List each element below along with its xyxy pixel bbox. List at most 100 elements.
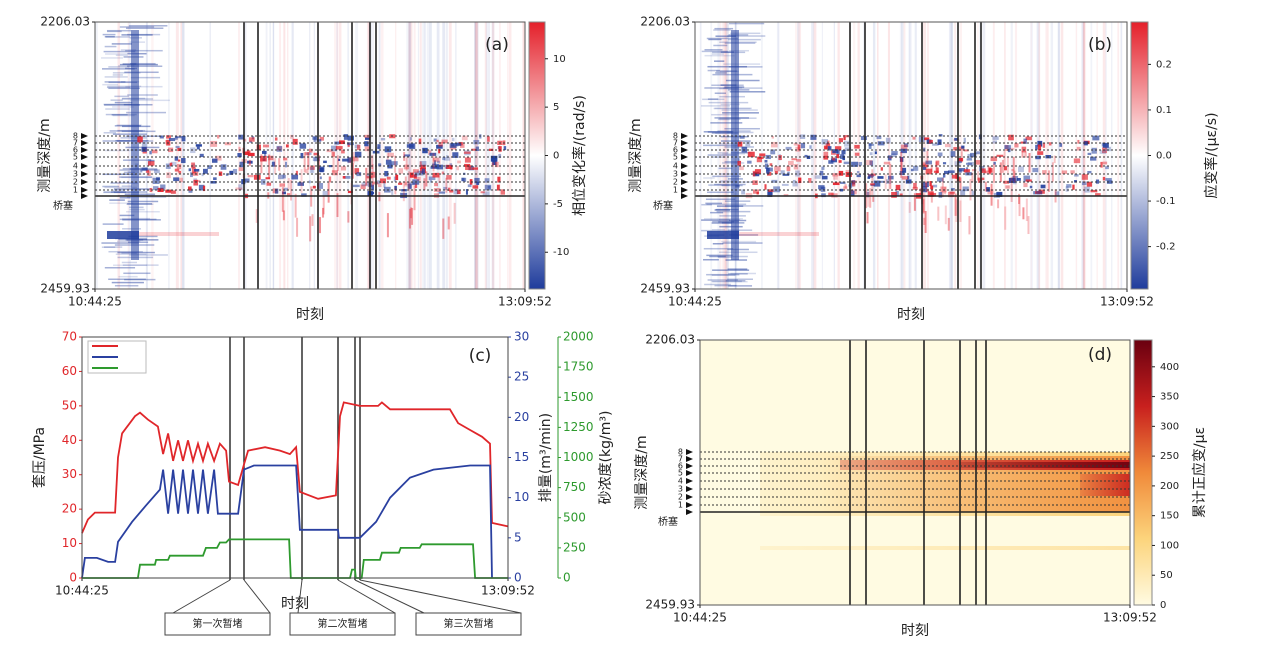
y-tick-label: 40 xyxy=(62,433,77,447)
speckle xyxy=(974,151,981,155)
speckle xyxy=(959,200,962,222)
speckle xyxy=(992,163,995,183)
speckle xyxy=(951,174,957,179)
y-tick-label: 50 xyxy=(62,398,77,412)
speckle xyxy=(992,136,999,140)
speckle xyxy=(899,193,903,197)
speckle xyxy=(843,137,846,141)
speckle xyxy=(463,151,471,154)
speckle xyxy=(1018,196,1021,217)
speckle xyxy=(895,190,899,196)
speckle xyxy=(341,149,345,154)
speckle xyxy=(840,181,846,184)
plot-frame xyxy=(94,21,526,290)
speckle xyxy=(919,188,922,196)
depth-arrow xyxy=(686,486,693,492)
speckle xyxy=(297,182,304,186)
speckle xyxy=(429,152,437,156)
speckle xyxy=(464,177,467,182)
streak xyxy=(708,38,722,41)
speckle xyxy=(935,160,940,166)
blob xyxy=(731,30,739,260)
depth-mark-label: 3 xyxy=(73,170,78,179)
speckle xyxy=(770,141,778,148)
streak xyxy=(1075,22,1078,289)
streak xyxy=(111,43,133,45)
speckle xyxy=(913,193,916,211)
speckle xyxy=(141,146,147,152)
speckle xyxy=(961,145,965,149)
speckle xyxy=(451,137,455,142)
speckle xyxy=(404,176,407,185)
speckle xyxy=(305,168,309,174)
streak xyxy=(714,60,725,62)
depth-arrow xyxy=(81,187,88,193)
depth-mark-label: 6 xyxy=(678,462,683,471)
speckle xyxy=(764,159,768,163)
streak xyxy=(103,103,132,106)
speckle xyxy=(371,155,374,169)
speckle xyxy=(393,176,397,182)
streak xyxy=(718,118,741,120)
band xyxy=(760,546,1130,550)
streak xyxy=(279,22,281,289)
speckle xyxy=(385,159,392,165)
streak xyxy=(366,22,370,289)
speckle xyxy=(343,134,349,140)
speckle xyxy=(145,169,150,173)
y-tick-label: 1000 xyxy=(563,450,594,464)
streak xyxy=(727,131,754,134)
speckle xyxy=(371,164,374,187)
y-tick-label: 2459.93 xyxy=(645,598,695,612)
streak xyxy=(127,200,159,203)
speckle xyxy=(173,177,180,182)
speckle xyxy=(737,158,740,162)
speckle xyxy=(422,147,428,154)
speckle xyxy=(442,157,446,161)
speckle xyxy=(1048,170,1051,192)
depth-mark-label: 8 xyxy=(673,132,678,141)
y-tick-label: 70 xyxy=(62,330,77,344)
speckle xyxy=(854,152,860,156)
heatmap-image xyxy=(695,22,1127,289)
speckle xyxy=(304,152,310,156)
streak xyxy=(711,53,724,55)
speckle xyxy=(153,186,159,191)
y-tick-label: 1250 xyxy=(563,420,594,434)
depth-arrow xyxy=(81,147,88,153)
speckle xyxy=(932,184,938,188)
speckle xyxy=(793,164,799,170)
streak xyxy=(104,81,126,83)
speckle xyxy=(160,184,166,189)
speckle xyxy=(877,141,885,146)
speckle xyxy=(193,179,199,186)
speckle xyxy=(393,155,396,173)
colorbar-tick-label: 0.2 xyxy=(1156,59,1172,70)
speckle xyxy=(867,176,871,179)
streak xyxy=(102,140,130,142)
speckle xyxy=(1008,134,1014,141)
streak xyxy=(714,284,737,287)
streak xyxy=(128,235,158,238)
speckle xyxy=(792,179,796,183)
speckle xyxy=(370,191,375,195)
speckle xyxy=(386,176,391,180)
speckle xyxy=(181,158,186,164)
streak xyxy=(711,84,744,86)
speckle xyxy=(282,174,286,179)
streak xyxy=(113,191,140,194)
streak xyxy=(730,32,761,35)
speckle xyxy=(165,189,172,193)
streak xyxy=(1082,22,1086,289)
speckle xyxy=(958,169,962,173)
speckle xyxy=(441,171,445,175)
depth-arrow xyxy=(681,171,688,177)
speckle xyxy=(771,136,775,139)
speckle xyxy=(137,136,143,143)
speckle xyxy=(194,179,201,183)
depth-mark-label: 2 xyxy=(73,178,78,187)
streak xyxy=(336,22,339,289)
streak xyxy=(982,22,986,289)
speckle xyxy=(987,189,994,195)
speckle xyxy=(211,158,218,163)
